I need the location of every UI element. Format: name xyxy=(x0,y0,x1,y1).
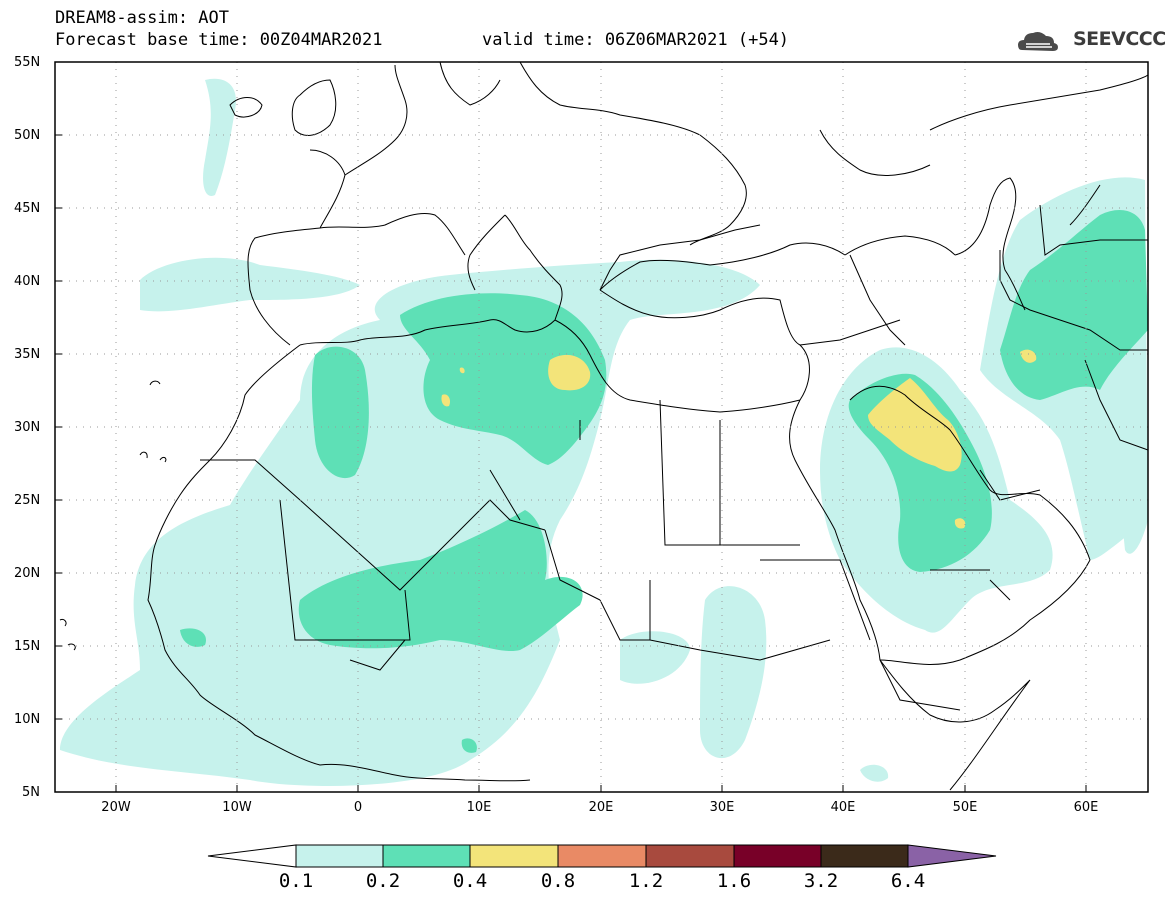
lon-label: 50E xyxy=(952,800,978,815)
lat-label: 55N xyxy=(14,55,41,70)
aot-field xyxy=(60,78,1148,786)
lon-label: 40E xyxy=(830,800,856,815)
logo-text: SEEVCCC xyxy=(1073,28,1165,50)
lon-label: 20E xyxy=(588,800,614,815)
colorbar-bin-1 xyxy=(295,844,384,868)
colorbar-bin-3 xyxy=(469,844,559,868)
colorbar-bin-6 xyxy=(733,844,822,868)
colorbar-label: 0.2 xyxy=(365,870,401,892)
colorbar-bin-2 xyxy=(382,844,471,868)
lat-label: 35N xyxy=(14,347,41,362)
lat-label: 25N xyxy=(14,493,41,508)
lat-label: 50N xyxy=(14,128,41,143)
aot-level-0.1 xyxy=(60,78,1148,786)
colorbar-label: 6.4 xyxy=(890,870,926,892)
forecast-base-time: Forecast base time: 00Z04MAR2021 xyxy=(55,30,383,50)
lat-label: 5N xyxy=(22,785,40,800)
lon-label: 30E xyxy=(709,800,735,815)
colorbar-label: 1.2 xyxy=(628,870,664,892)
lon-label: 20W xyxy=(101,800,131,815)
lat-label: 30N xyxy=(14,420,41,435)
grid xyxy=(55,62,1148,792)
aot-level-0.4 xyxy=(441,349,1037,529)
colorbar-label: 3.2 xyxy=(803,870,839,892)
colorbar-under xyxy=(207,844,297,868)
map-title: DREAM8-assim: AOT xyxy=(55,8,229,28)
colorbar-label: 0.4 xyxy=(452,870,488,892)
lat-label: 40N xyxy=(14,274,41,289)
colorbar-bin-7 xyxy=(820,844,909,868)
colorbar-bin-4 xyxy=(557,844,647,868)
lon-label: 60E xyxy=(1073,800,1099,815)
lon-label: 10W xyxy=(222,800,252,815)
lat-label: 10N xyxy=(14,712,41,727)
colorbar-label: 0.8 xyxy=(540,870,576,892)
lon-label: 0 xyxy=(353,800,363,815)
colorbar-bin-5 xyxy=(645,844,735,868)
colorbar xyxy=(207,844,997,868)
lat-label: 20N xyxy=(14,566,41,581)
colorbar-over xyxy=(907,844,997,868)
valid-time: valid time: 06Z06MAR2021 (+54) xyxy=(482,30,790,50)
lat-label: 15N xyxy=(14,639,41,654)
colorbar-label: 0.1 xyxy=(278,870,314,892)
axis-ticks xyxy=(55,61,1087,792)
colorbar-label: 1.6 xyxy=(716,870,752,892)
cloud-icon xyxy=(1018,32,1058,51)
lon-label: 10E xyxy=(466,800,492,815)
lat-label: 45N xyxy=(14,201,41,216)
coastlines xyxy=(59,62,1148,791)
